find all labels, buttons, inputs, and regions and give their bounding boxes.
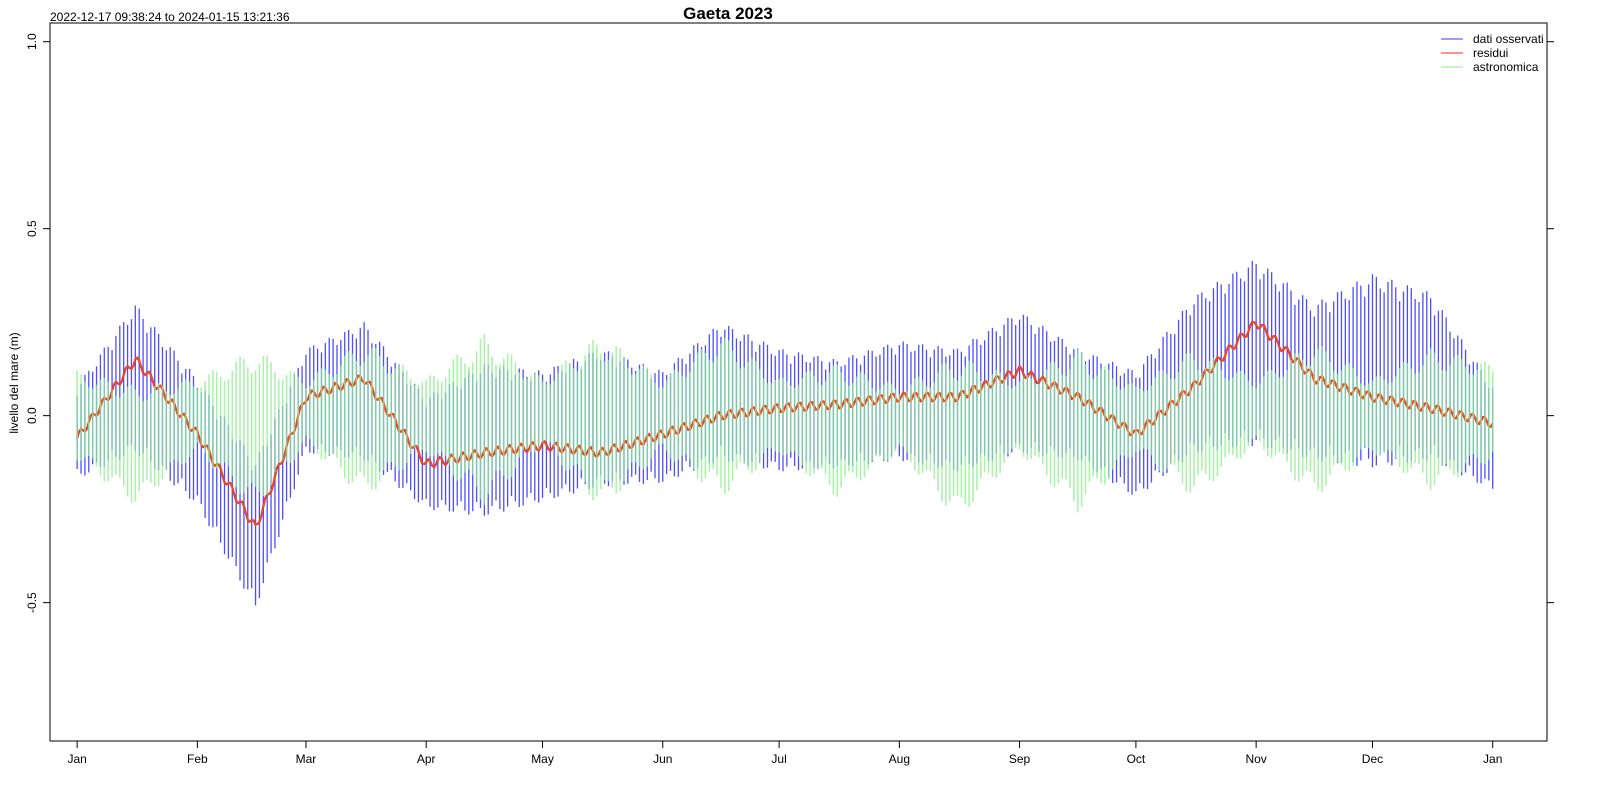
- legend-label-residui: residui: [1473, 46, 1508, 60]
- y-tick-label: 0.5: [25, 220, 39, 237]
- x-tick-label: Oct: [1127, 752, 1146, 766]
- legend: dati osservati residui astronomica: [1441, 32, 1544, 74]
- y-tick-label: -0.5: [25, 592, 39, 613]
- x-tick-label: Dec: [1362, 752, 1383, 766]
- series-astronomica: [76, 333, 1494, 513]
- y-axis-label: livello del mare (m): [7, 332, 21, 433]
- x-tick-label: Jun: [653, 752, 672, 766]
- chart-title: Gaeta 2023: [683, 4, 773, 23]
- series-dati-osservati: [76, 260, 1494, 606]
- plot-frame: [49, 22, 1548, 742]
- y-axis-right: [1547, 41, 1554, 604]
- x-tick-label: Mar: [296, 752, 317, 766]
- x-tick-label: Jan: [1483, 752, 1502, 766]
- legend-label-astronomica: astronomica: [1473, 60, 1539, 74]
- legend-label-dati-osservati: dati osservati: [1473, 32, 1544, 46]
- y-axis: -0.5 0.0 0.5 1.0: [25, 33, 50, 613]
- residui-overlay-line: [76, 320, 1494, 526]
- residui-line: [76, 320, 1494, 527]
- chart-subtitle: 2022-12-17 09:38:24 to 2024-01-15 13:21:…: [50, 10, 290, 24]
- x-tick-label: Jan: [67, 752, 86, 766]
- x-tick-label: Sep: [1009, 752, 1031, 766]
- x-axis: Jan Feb Mar Apr May Jun Jul Aug Sep Oct Nov Dec Jan: [67, 741, 1502, 766]
- x-tick-label: May: [531, 752, 554, 766]
- y-tick-label: 1.0: [25, 33, 39, 50]
- x-tick-label: Nov: [1245, 752, 1266, 766]
- x-tick-label: Aug: [889, 752, 910, 766]
- plot-area: [76, 260, 1494, 606]
- x-tick-label: Feb: [187, 752, 208, 766]
- series-residui: [76, 320, 1494, 527]
- y-tick-label: 0.0: [25, 407, 39, 424]
- x-tick-label: Apr: [417, 752, 436, 766]
- x-tick-label: Jul: [771, 752, 786, 766]
